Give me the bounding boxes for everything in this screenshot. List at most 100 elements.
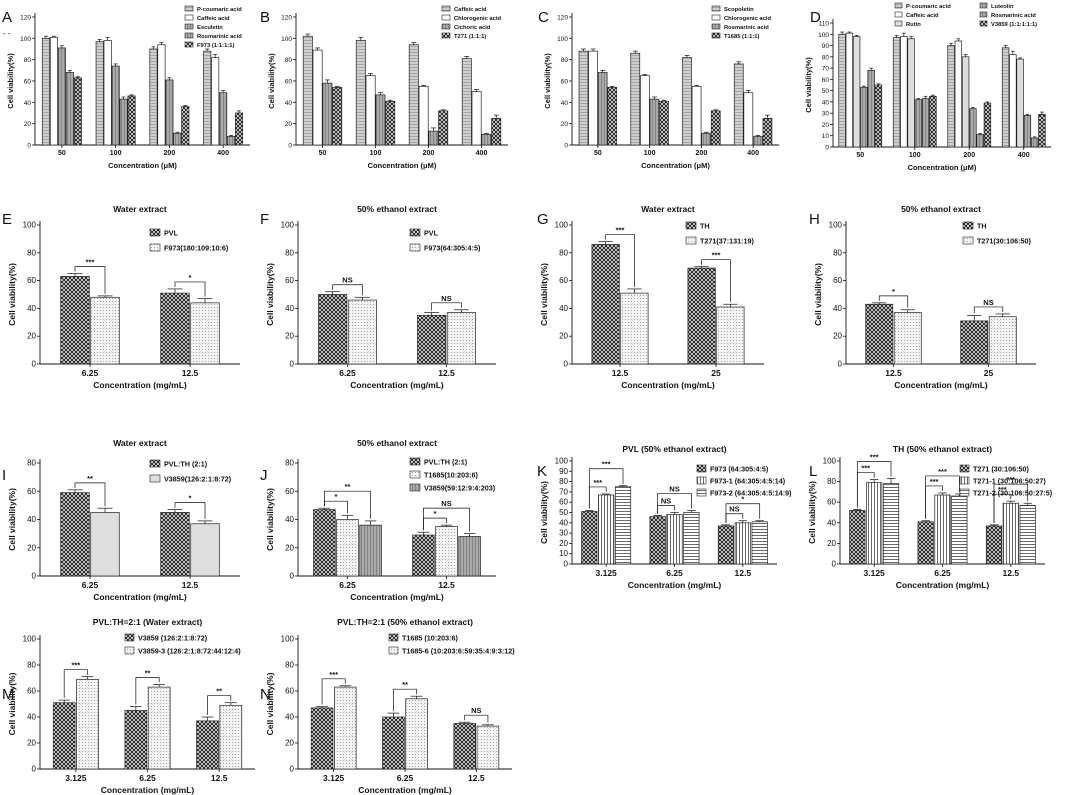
- legend-label: T271 (1:1:1): [454, 34, 486, 40]
- y-tick-label: 60: [561, 79, 569, 86]
- panel-letter: A: [2, 9, 12, 26]
- legend-label: P-coumaric acid: [197, 7, 242, 13]
- significance-bracket: [207, 695, 232, 715]
- legend-swatch: [962, 236, 974, 245]
- x-tick-label: 50: [58, 150, 66, 157]
- y-tick-label: 70: [822, 66, 830, 73]
- y-tick-label: 60: [822, 77, 830, 84]
- panel-letter: B: [260, 9, 270, 26]
- y-axis-label: Cell viability(%): [267, 53, 276, 109]
- bar-c-0-1: [588, 50, 598, 146]
- bar-a-0-1: [49, 36, 58, 146]
- bar-d-1-2: [907, 38, 915, 148]
- legend-label: V3859(126:2:1:8:72): [164, 475, 232, 484]
- bar-a-2-1: [157, 44, 166, 146]
- legend-swatch: [388, 633, 399, 642]
- legend-label: Caffeic acid: [197, 16, 230, 22]
- bar-a-1-0: [95, 41, 104, 146]
- y-tick-label: 40: [27, 304, 36, 313]
- x-tick-label: 200: [696, 150, 708, 157]
- panel-g: G Water extract 0 20 40 60 80 100 Cell viability…: [537, 204, 764, 390]
- significance-bracket: [605, 234, 635, 287]
- bar-l-1-1: [934, 494, 951, 565]
- significance-label: **: [402, 680, 408, 689]
- panel-letter: J: [260, 467, 268, 484]
- x-tick-label: 400: [476, 150, 488, 157]
- significance-label: NS: [342, 276, 352, 285]
- y-tick-label: 100: [20, 36, 31, 43]
- y-tick-label: 0: [288, 143, 292, 150]
- legend-swatch: [149, 243, 161, 252]
- bar-e-1-1: [190, 302, 220, 365]
- significance-bracket: [332, 284, 363, 296]
- x-axis-label: Concentration (μM): [368, 161, 437, 170]
- bar-l-2-1: [1002, 502, 1019, 565]
- legend-swatch: [184, 23, 194, 30]
- bar-g-0-1: [620, 292, 649, 365]
- x-tick-label: 3.125: [65, 773, 87, 783]
- y-tick-label: 100: [557, 36, 568, 43]
- legend-label: T271 (30:106:50): [973, 465, 1030, 474]
- bar-l-2-0: [985, 525, 1003, 565]
- legend-swatch: [696, 488, 707, 497]
- legend-label: F973-2 (64:305:4:5:14:9): [710, 489, 792, 498]
- bar-l-1-0: [917, 521, 934, 565]
- x-axis-label: Concentration (mg/mL): [350, 380, 444, 390]
- y-tick-label: 0: [825, 145, 829, 152]
- bar-g-0-0: [591, 244, 620, 365]
- legend-swatch: [124, 633, 135, 642]
- bar-d-0-0: [838, 33, 846, 148]
- y-axis-label: Cell viability(%): [7, 263, 17, 326]
- significance-label: ***: [861, 464, 870, 473]
- x-tick-label: 12.5: [468, 773, 485, 783]
- bar-c-0-3: [607, 87, 618, 146]
- bar-d-3-3: [1023, 115, 1032, 148]
- significance-bracket: [588, 468, 624, 509]
- panel-n: N PVL:TH=2:1 (50% ethanol extract) 0 20 40 60…: [260, 617, 515, 795]
- x-tick-label: 12.5: [885, 368, 902, 378]
- y-tick-label: 20: [27, 543, 36, 552]
- legend-label: T1685(10:203:6): [424, 471, 479, 480]
- chart-title: Water extract: [641, 204, 695, 214]
- bar-l-0-0: [849, 510, 866, 565]
- bar-n-1-0: [382, 716, 405, 770]
- bar-a-3-3: [227, 136, 236, 146]
- x-tick-label: 6.25: [666, 568, 683, 578]
- bar-d-0-3: [860, 86, 868, 148]
- y-tick-label: 60: [559, 498, 568, 507]
- panel-d: D 0 10 20 30 40 50 60 70 80 90 100 110 Cell viability…: [804, 2, 1051, 172]
- legend-label: V3859 (1:1:1:1:1): [991, 22, 1037, 28]
- y-tick-label: 20: [559, 332, 568, 341]
- legend-label: T271-1 (30:106:50:27): [973, 477, 1046, 486]
- bar-m-0-1: [76, 678, 99, 770]
- bar-m-2-0: [196, 720, 219, 770]
- x-axis-label: Concentration (mg/mL): [621, 380, 715, 390]
- y-tick-label: 100: [23, 635, 37, 644]
- x-tick-label: 400: [217, 150, 229, 157]
- x-tick-label: 50: [594, 150, 602, 157]
- panel-h: H 50% ethanol extract 0 20 40 60 80 100 Cell via…: [809, 204, 1036, 390]
- bar-k-2-0: [717, 525, 735, 565]
- bar-m-1-0: [124, 710, 148, 770]
- y-tick-label: 0: [564, 560, 569, 569]
- significance-label: **: [87, 474, 93, 483]
- bar-d-2-1: [954, 40, 963, 148]
- bar-i-1-1: [190, 523, 220, 577]
- y-tick-label: 120: [20, 15, 31, 22]
- legend-swatch: [149, 228, 161, 237]
- significance-label: NS: [661, 497, 671, 506]
- bar-j-0-0: [313, 509, 336, 577]
- y-tick-label: 20: [285, 332, 294, 341]
- significance-label: NS: [729, 505, 739, 514]
- legend-swatch: [441, 32, 451, 39]
- x-tick-label: 6.25: [139, 773, 156, 783]
- significance-bracket: [74, 482, 106, 507]
- bar-l-0-1: [866, 482, 883, 565]
- bar-j-1-0: [412, 534, 435, 577]
- x-tick-label: 100: [370, 150, 382, 157]
- bar-n-2-1: [476, 725, 500, 770]
- y-tick-label: 60: [285, 276, 294, 285]
- y-tick-label: 100: [555, 221, 569, 230]
- bar-a-3-0: [203, 50, 212, 146]
